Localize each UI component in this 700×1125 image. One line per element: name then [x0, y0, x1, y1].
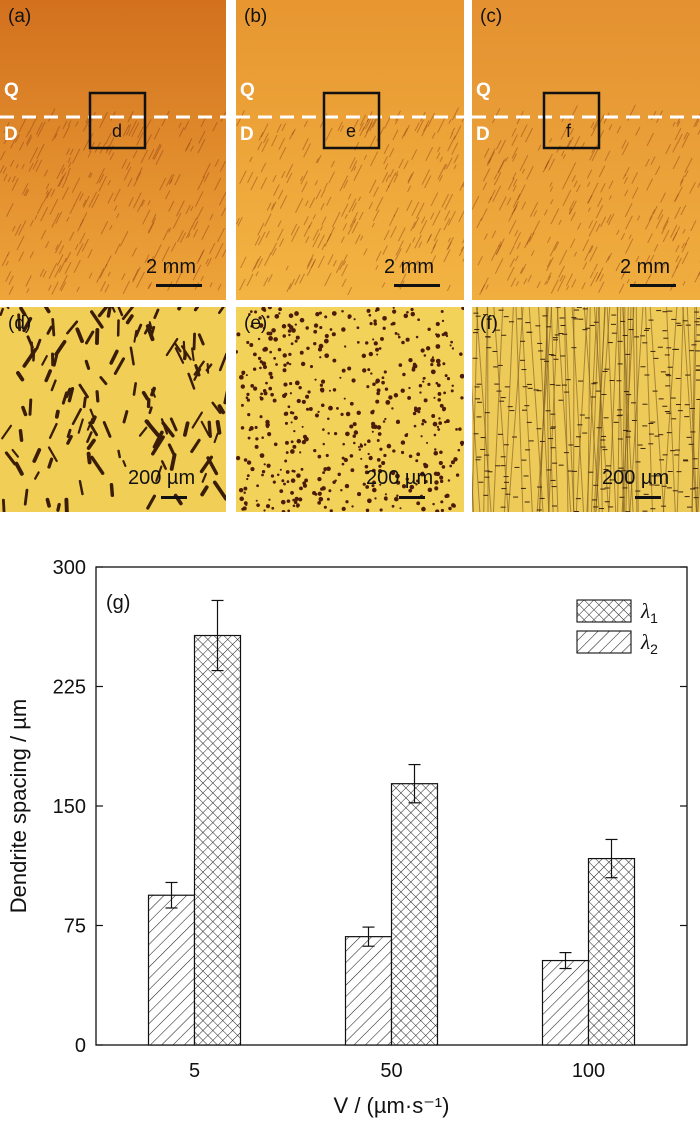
micrograph-panel-f: (f) 200 µm — [472, 307, 700, 512]
scale-bar — [156, 284, 202, 287]
panel-label: (d) — [8, 313, 32, 334]
panel-label: (g) — [106, 592, 130, 614]
scale-bar-label: 200 µm — [602, 467, 670, 489]
x-tick-label: 50 — [380, 1060, 402, 1082]
bar-hatch-50 — [344, 936, 393, 1046]
scale-bar — [635, 496, 661, 499]
x-tick-label: 100 — [572, 1060, 605, 1082]
scale-bar — [630, 284, 676, 287]
panel-label: (f) — [480, 313, 498, 334]
scale-bar — [161, 496, 187, 499]
legend-swatch — [576, 599, 632, 623]
y-tick-label: 150 — [53, 796, 86, 818]
legend-label: λ1 — [640, 599, 658, 626]
q-region-label: Q — [240, 80, 255, 101]
legend-label: λ2 — [640, 630, 658, 657]
scale-bar — [394, 284, 440, 287]
d-region-label: D — [240, 124, 254, 145]
bar-crosshatch-50 — [390, 783, 439, 1046]
micrograph-panel-d: (d) 200 µm — [0, 307, 226, 512]
scale-bar-label: 200 µm — [366, 467, 434, 489]
bar-hatch-5 — [147, 894, 196, 1046]
panel-label: (c) — [480, 6, 503, 27]
d-region-label: D — [4, 124, 18, 145]
legend-swatch — [576, 630, 632, 654]
scale-bar-label: 2 mm — [146, 256, 196, 278]
scale-bar-label: 2 mm — [620, 256, 670, 278]
scale-bar-label: 2 mm — [384, 256, 434, 278]
scale-bar — [399, 496, 425, 499]
q-region-label: Q — [4, 80, 19, 101]
dendrite-spacing-bar-chart: (g) 0 75 150 225 300 5 50 100 λ1 λ2 Dendrite spacin… — [6, 557, 688, 1118]
panel-label: (a) — [8, 6, 32, 27]
inset-box-label: e — [346, 121, 357, 141]
scale-bar-label: 200 µm — [128, 467, 196, 489]
y-tick-label: 75 — [64, 916, 86, 938]
inset-box-label: d — [112, 121, 123, 141]
x-axis-label: V / (µm·s⁻¹) — [334, 1093, 450, 1118]
inset-box-label: f — [566, 121, 572, 141]
y-tick-label: 225 — [53, 677, 86, 699]
bar-crosshatch-100 — [587, 857, 636, 1046]
y-axis-label: Dendrite spacing / µm — [6, 699, 31, 913]
panel-label: (e) — [244, 313, 268, 334]
bar-hatch-100 — [541, 959, 590, 1046]
y-tick-label: 0 — [75, 1035, 86, 1057]
d-region-label: D — [476, 124, 490, 145]
x-tick-label: 5 — [189, 1060, 200, 1082]
micrograph-panel-e: (e) 200 µm — [236, 307, 464, 512]
panel-label: (b) — [244, 6, 268, 27]
y-tick-label: 300 — [53, 557, 86, 579]
q-region-label: Q — [476, 80, 491, 101]
bar-crosshatch-5 — [193, 634, 242, 1046]
